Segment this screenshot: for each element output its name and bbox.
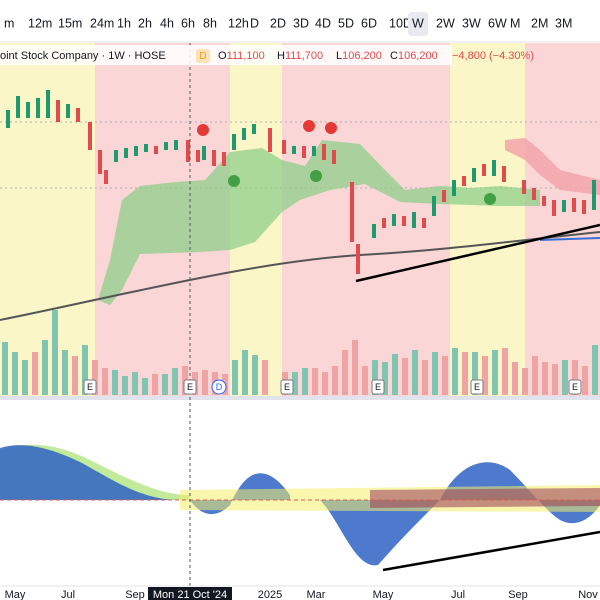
interval-button[interactable]: W <box>412 16 424 30</box>
ohlc-value: 111,700 <box>285 50 323 62</box>
badge: D <box>199 51 206 62</box>
ohlc-label: H <box>277 50 285 62</box>
earnings-marker-bg <box>568 379 582 395</box>
interval-button[interactable]: 2h <box>138 16 152 30</box>
interval-button[interactable]: 12h <box>228 16 249 30</box>
volume-down <box>32 340 588 395</box>
time-axis-label: Jul <box>61 589 75 600</box>
earnings-marker[interactable]: E <box>87 382 93 392</box>
ohlc-item: O111,100 <box>218 50 265 62</box>
interval-button[interactable]: 12m <box>28 16 52 30</box>
ohlc-label: C <box>390 50 398 62</box>
trend-line <box>355 223 600 283</box>
time-axis-label: 2025 <box>258 589 282 600</box>
ohlc-item: H111,700 <box>277 50 323 62</box>
interval-button[interactable]: 3D <box>293 16 309 30</box>
interval-button[interactable]: 8h <box>203 16 217 30</box>
ohlc-value: 106,200 <box>342 50 382 62</box>
earnings-marker[interactable]: E <box>572 382 578 392</box>
symbol-title: oint Stock Company · 1W · HOSE <box>0 50 166 62</box>
ohlc-item: C106,200 <box>390 50 438 62</box>
interval-button[interactable]: 2M <box>531 16 548 30</box>
interval-button[interactable]: m <box>4 16 14 30</box>
osc-fill-blue <box>320 500 440 566</box>
ohlc-value: 106,200 <box>398 50 438 62</box>
time-axis-label: Sep <box>508 589 528 600</box>
earnings-marker-bg <box>280 379 294 395</box>
buy-signal <box>310 170 322 182</box>
session-bands <box>0 43 600 396</box>
interval-button[interactable]: 4D <box>315 16 331 30</box>
ohlc-label: L <box>336 50 342 62</box>
time-axis-label: Mar <box>307 589 326 600</box>
earnings-marker[interactable]: E <box>284 382 290 392</box>
time-axis-label: Jul <box>451 589 465 600</box>
earnings-marker-bg <box>83 379 97 395</box>
signals <box>197 120 496 205</box>
earnings-marker[interactable]: E <box>187 382 193 392</box>
time-axis-label: Sep <box>125 589 145 600</box>
moving-average <box>0 231 600 321</box>
dividend-marker-bg <box>211 379 227 395</box>
interval-button[interactable]: 5D <box>338 16 354 30</box>
time-axis-label: May <box>373 589 394 600</box>
ohlc-value: 111,100 <box>227 50 265 62</box>
band <box>525 43 600 396</box>
interval-button[interactable]: M <box>510 16 520 30</box>
interval-button[interactable]: 15m <box>58 16 82 30</box>
time-axis-label: Nov <box>578 589 598 600</box>
dividend-marker[interactable]: D <box>216 382 223 392</box>
selected-interval-bg <box>408 12 428 36</box>
interval-button[interactable]: 3M <box>555 16 572 30</box>
interval-button[interactable]: 3W <box>462 16 481 30</box>
toolbar <box>0 0 600 42</box>
legend-bg <box>0 45 452 65</box>
candle-down <box>56 100 586 274</box>
interval-button[interactable]: 2D <box>270 16 286 30</box>
pane-separator <box>0 396 600 400</box>
ohlc-label: O <box>218 50 227 62</box>
osc-fill-blue <box>0 445 180 500</box>
volume <box>2 310 598 395</box>
ichimoku-cloud <box>98 140 540 305</box>
interval-button[interactable]: 10D <box>389 16 412 30</box>
sell-signal <box>303 120 315 132</box>
crosshair-label: Mon 21 Oct '24 <box>153 589 227 600</box>
interval-button[interactable]: 6h <box>181 16 195 30</box>
badge-bg <box>196 49 210 63</box>
interval-button[interactable]: 4h <box>160 16 174 30</box>
ohlc-item: L106,200 <box>336 50 382 62</box>
candles <box>6 90 596 274</box>
crosshair-label-bg <box>148 587 232 600</box>
ichimoku-cloud-bear <box>505 138 600 195</box>
oscillator <box>0 444 600 572</box>
earnings-marker-bg <box>371 379 385 395</box>
earnings-marker[interactable]: E <box>474 382 480 392</box>
interval-button[interactable]: 2W <box>436 16 455 30</box>
interval-button[interactable]: D <box>250 16 259 30</box>
sell-signal <box>325 122 337 134</box>
osc-trend-line <box>382 530 600 572</box>
sell-signal <box>197 124 209 136</box>
buy-signal <box>484 193 496 205</box>
band <box>450 43 525 396</box>
buy-signal <box>228 175 240 187</box>
interval-button[interactable]: 6D <box>361 16 377 30</box>
price-change: −4,800 (−4.30%) <box>452 50 534 62</box>
interval-button[interactable]: 6W <box>488 16 507 30</box>
interval-button[interactable]: 24m <box>90 16 114 30</box>
moving-average-short <box>539 237 600 241</box>
earnings-marker-bg <box>183 379 197 395</box>
earnings-marker-bg <box>470 379 484 395</box>
earnings-marker[interactable]: E <box>375 382 381 392</box>
osc-fill-red <box>370 488 600 508</box>
time-axis-label: May <box>5 589 26 600</box>
interval-button[interactable]: 1h <box>117 16 131 30</box>
